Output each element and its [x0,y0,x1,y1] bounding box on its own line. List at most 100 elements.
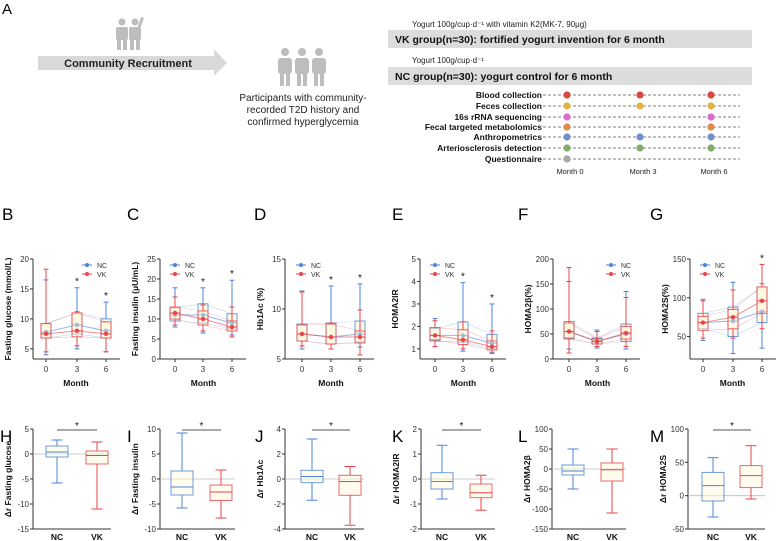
timeline-label: 16s rRNA sequencing [454,112,542,122]
median-point [200,316,206,322]
significance-star: * [358,273,362,284]
y-tick-label: 5 [412,255,417,264]
month-label: Month 6 [700,167,727,176]
y-tick-label: 5 [25,425,30,434]
median-point [759,298,765,304]
x-tick-label: 6 [358,365,363,374]
legend-label-nc: NC [715,263,725,270]
y-tick-label: 5 [25,345,30,354]
median-point [357,334,363,340]
box-iqr [85,450,109,465]
box-iqr [170,470,194,496]
box-vk [338,466,362,526]
legend-marker [703,263,707,267]
y-tick-label: 10 [147,425,156,434]
significance-star: * [75,277,79,288]
y-tick-label: 5 [277,355,282,364]
box-vk-6 [100,321,112,353]
y-tick-label: -4 [274,525,282,534]
median-point [229,324,235,330]
median-point [328,334,334,340]
x-category-label: NC [51,532,63,541]
x-tick-label: 0 [567,365,572,374]
median-point [103,331,109,337]
legend-label-nc: NC [185,263,195,270]
y-tick-label: 50 [675,458,684,467]
y-tick-label: 0 [680,492,685,501]
x-tick-label: 0 [173,365,178,374]
box-vk-6 [354,309,366,356]
significance-star: * [75,421,79,432]
y-tick-label: 10 [20,315,29,324]
y-tick-label: 15 [147,295,156,304]
x-axis-label: Month [191,378,217,388]
box-iqr [209,484,233,501]
nc-group-label: NC group(n=30): yogurt control for 6 mon… [395,71,612,83]
y-tick-label: 50 [677,333,686,342]
timeline-dot [707,91,715,99]
y-tick-label: 15 [20,285,29,294]
median-point [299,331,305,337]
y-tick-label: 100 [535,425,549,434]
timeline-label: Questionnaire [485,154,542,164]
panel-b: B 5 10 15 20 Fasting glucose (mmol/L) 0 3 6 Month… [2,205,120,388]
panel-m: M -50 0 50 100 Δr HOMA2S NC VK * [650,421,765,541]
legend-marker [173,263,177,267]
median-point [730,314,736,320]
y-axis-label: Fasting insulin (μU/mL) [130,262,140,357]
box-nc [701,457,725,518]
panel-letter: I [127,427,132,446]
nc-yogurt-label: Yogurt 100g/cup·d⁻¹ [412,56,484,65]
timeline-dot [707,113,715,121]
y-axis-label: Δr Hb1Ac [255,459,265,498]
y-tick-label: 50 [540,330,549,339]
legend-label-vk: VK [715,272,725,279]
timeline-dot [563,155,571,163]
vk-group-bar [388,30,752,48]
panel-l: L -150 -100 -50 0 50 100 Δr HOMA2β NC VK [518,425,626,541]
timeline-dot [636,144,644,152]
legend-label-vk: VK [445,272,455,279]
y-axis-label: Fasting glucose (mmol/L) [3,257,13,360]
y-axis-label: HOMA2IR [390,289,400,328]
y-tick-label: -10 [144,525,156,534]
y-axis-label: HOMA2β(%) [523,284,533,333]
y-tick-label: 4 [412,277,417,286]
panel-letter: M [650,427,664,446]
x-category-label: NC [567,532,579,541]
legend-marker [299,272,303,276]
timeline-dot [563,133,571,141]
panel-letter: F [518,205,528,224]
x-category-label: VK [475,532,488,541]
y-axis-label: Δr HOMA2S [658,455,668,503]
legend-label-vk: VK [621,272,631,279]
y-tick-label: 0 [152,355,157,364]
median-point [566,329,572,334]
y-axis-label: Hb1Ac (%) [255,288,265,331]
x-category-label: NC [306,532,318,541]
y-tick-label: 25 [147,255,156,264]
panel-letter: C [127,205,139,224]
legend-marker [85,263,89,267]
y-tick-label: 5 [152,450,157,459]
box-nc [561,448,585,490]
timeline-dot [563,91,571,99]
panel-k: K -2 -1 0 1 2 Δr HOMA2IR NC VK * [391,421,495,541]
y-tick-label: 5 [152,335,157,344]
vk-group-label: VK group(n=30): fortified yogurt inventi… [395,34,665,46]
x-tick-label: 3 [461,365,466,374]
y-tick-label: 200 [536,255,550,264]
significance-star: * [461,272,465,283]
y-tick-label: -50 [536,485,548,494]
timeline-dot [636,102,644,110]
panel-d: D 5 10 15 Hb1Ac (%) 0 3 6 Month * * NC VK [254,205,374,388]
x-tick-label: 0 [44,365,49,374]
timeline-dot [563,144,571,152]
participants-line-2: recorded T2D history and [247,105,360,116]
x-tick-label: 0 [433,365,438,374]
legend-marker [173,272,177,276]
x-category-label: NC [176,532,188,541]
participants-line-3: confirmed hyperglycemia [247,117,359,128]
box-vk-0 [40,268,52,353]
